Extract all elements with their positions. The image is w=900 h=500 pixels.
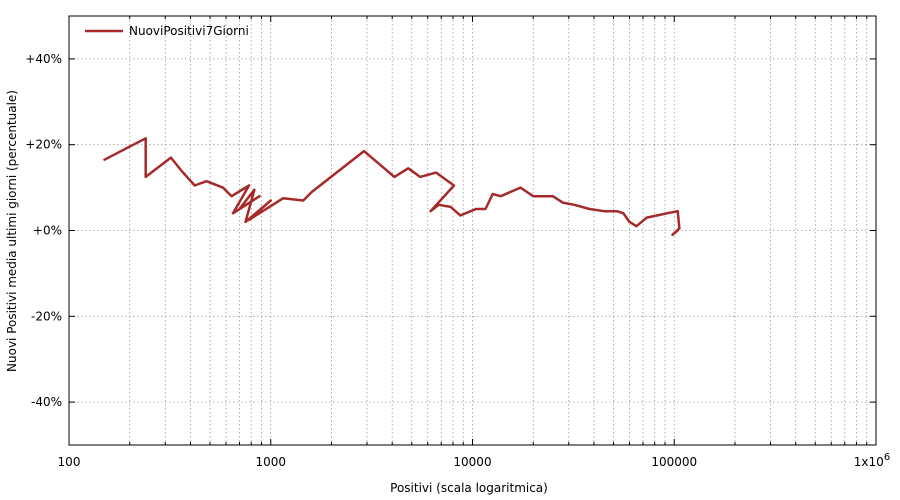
x-tick-label: 1x106 [854, 452, 890, 469]
y-tick-label: +0% [33, 224, 62, 238]
x-tick-label: 100 [58, 455, 81, 469]
y-axis-title: Nuovi Positivi media ultimi giorni (perc… [5, 90, 19, 372]
grid [69, 16, 876, 445]
y-tick-label: +40% [25, 52, 62, 66]
legend-label: NuoviPositivi7Giorni [129, 24, 249, 38]
y-tick-label: +20% [25, 138, 62, 152]
x-tick-label: 100000 [651, 455, 697, 469]
x-tick-label: 10000 [453, 455, 491, 469]
x-tick-exponent: 6 [884, 452, 890, 463]
x-tick-labels: 100 1000 10000 100000 1x106 [58, 452, 891, 469]
plot-frame [68, 15, 877, 446]
y-tick-label: -40% [31, 395, 62, 409]
legend: NuoviPositivi7Giorni [85, 24, 249, 38]
x-axis-title: Positivi (scala logaritmica) [390, 481, 548, 495]
y-tick-labels: +40% +20% +0% -20% -40% [25, 52, 62, 409]
x-tick-label: 1000 [255, 455, 286, 469]
y-tick-label: -20% [31, 309, 62, 323]
series-line-nuovipositivi7giorni [103, 137, 681, 237]
